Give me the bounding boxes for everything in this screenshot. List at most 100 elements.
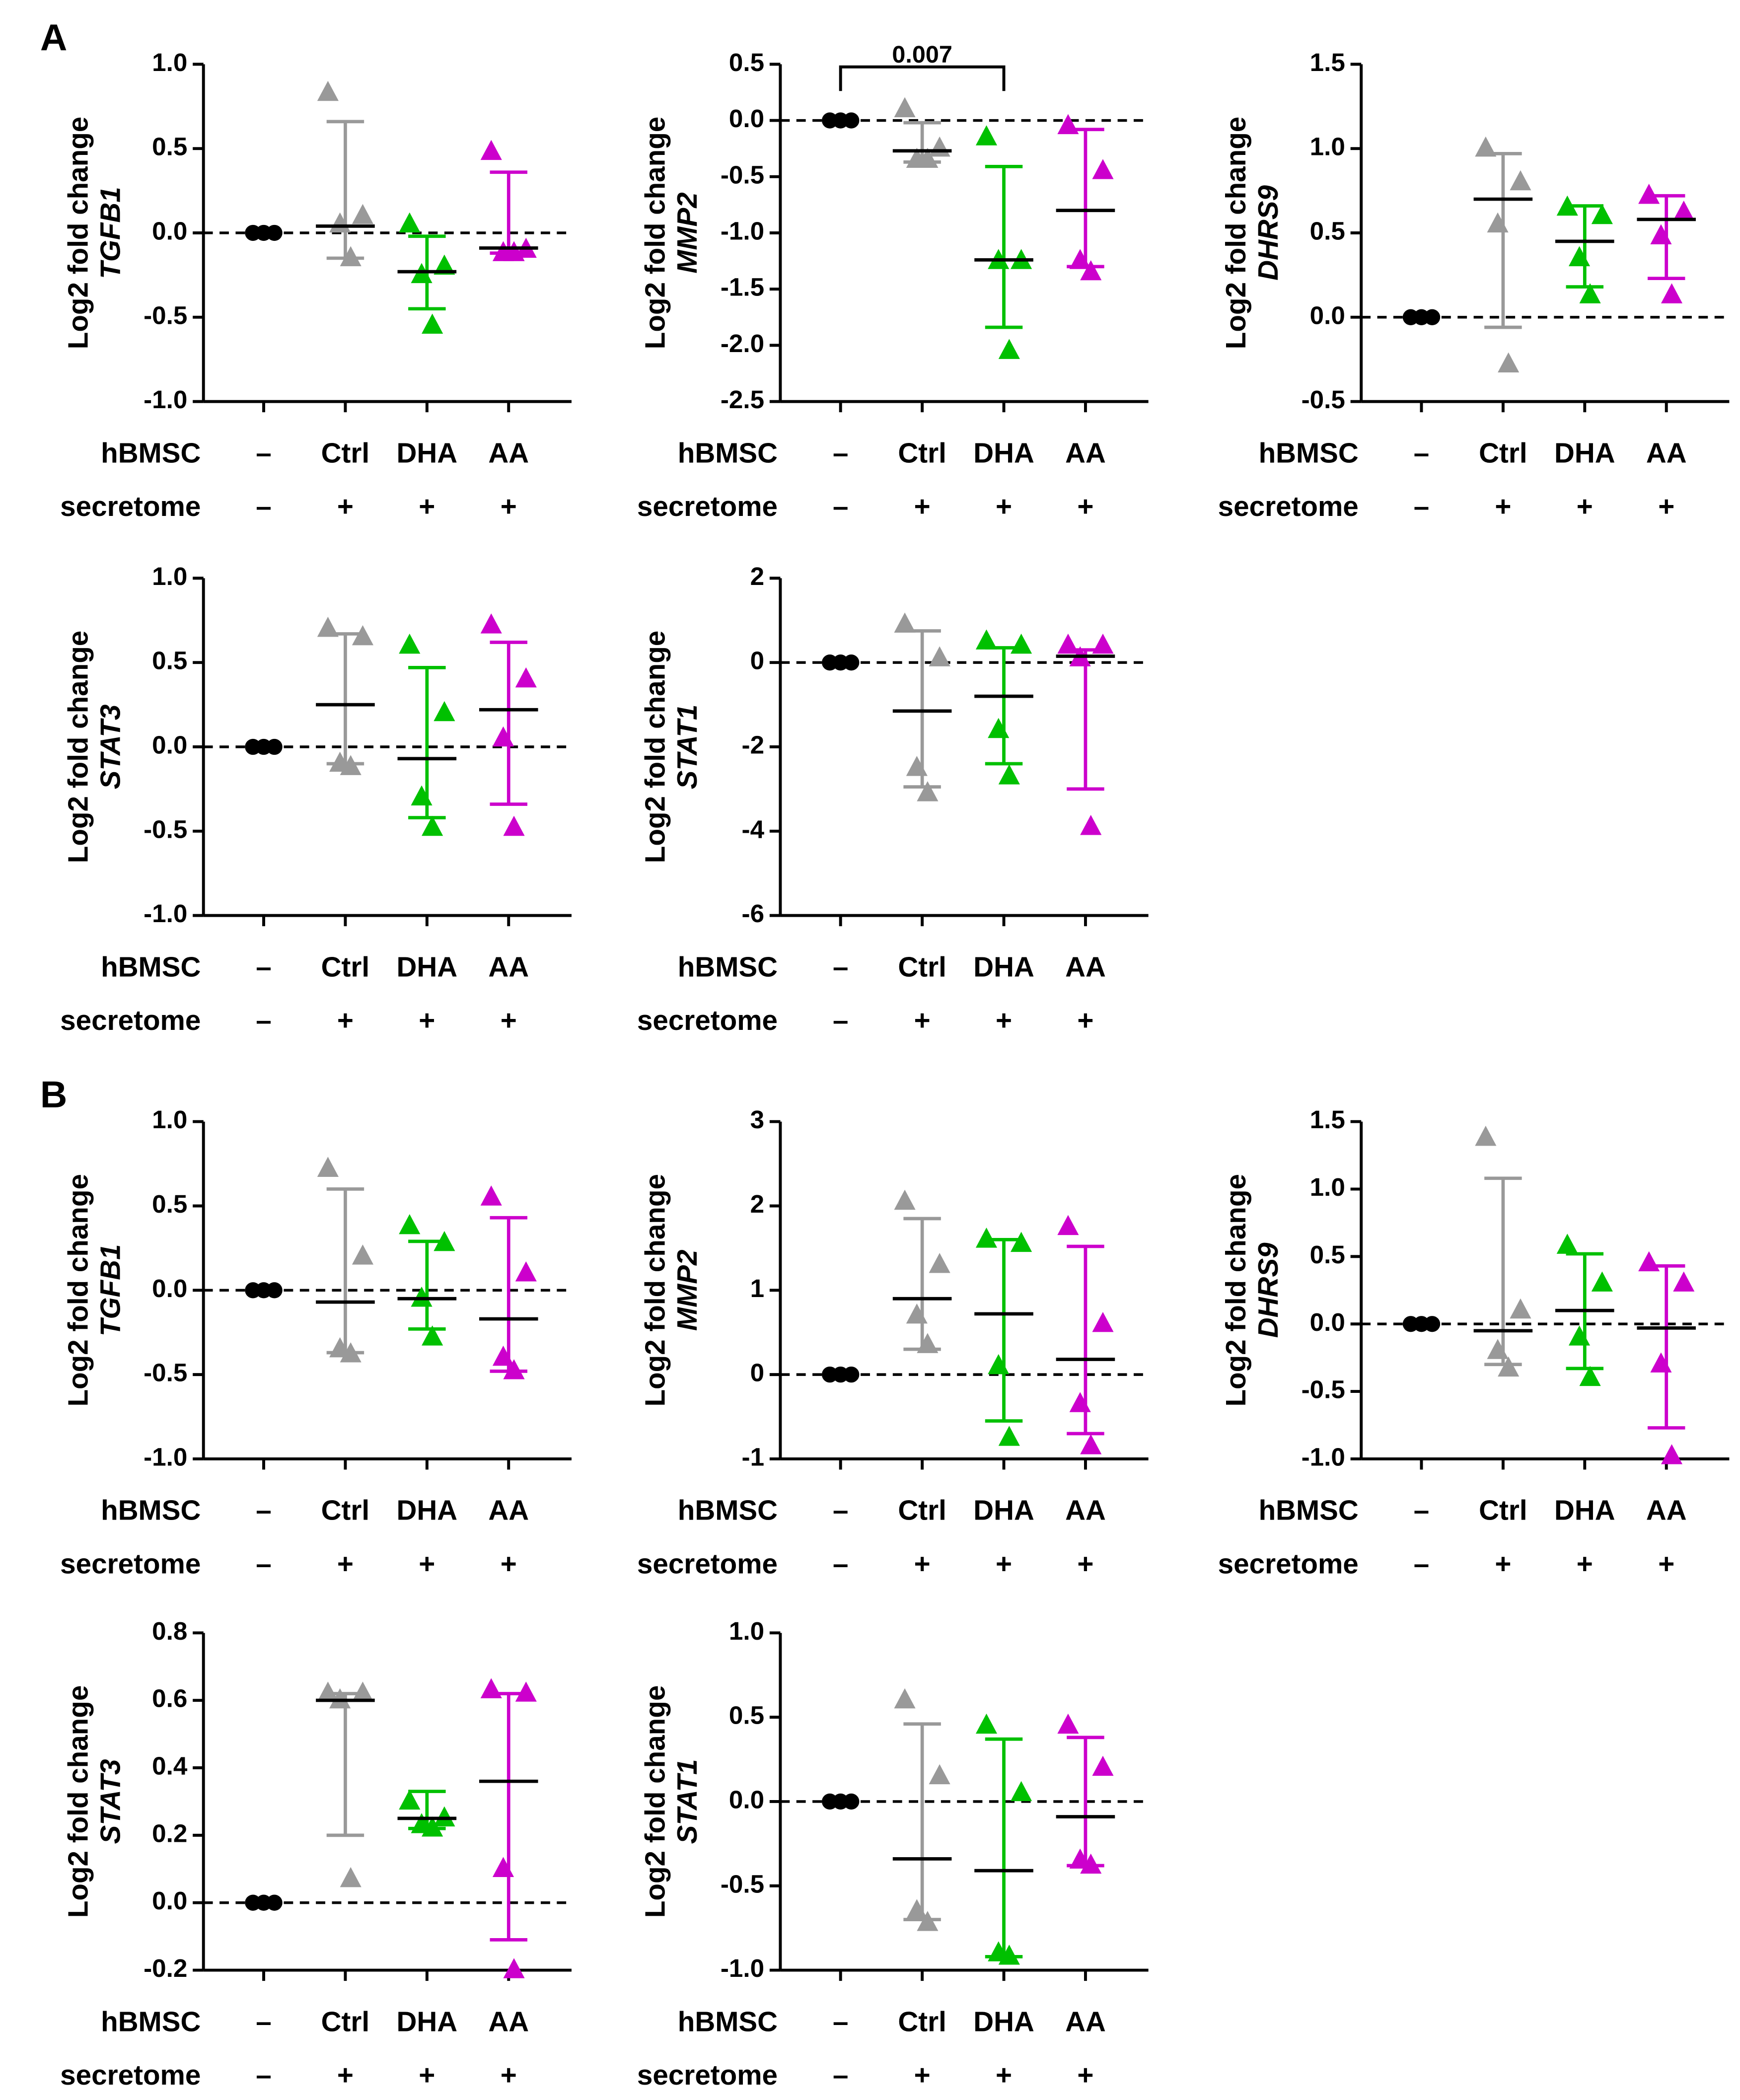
point [975, 1228, 998, 1248]
y-tick-label: -1.0 [144, 899, 187, 928]
x-row-value: + [501, 491, 517, 522]
point [906, 756, 928, 776]
x-row-value: AA [1065, 951, 1106, 982]
point [917, 781, 939, 801]
x-row-label: secretome [1218, 1548, 1359, 1580]
x-row-value: + [914, 1005, 931, 1036]
point [266, 1894, 283, 1911]
point [1092, 159, 1114, 179]
point [1568, 1325, 1591, 1346]
x-row-label: secretome [637, 1548, 778, 1580]
point [1579, 1366, 1601, 1386]
x-row-label: hBMSC [101, 437, 201, 468]
y-axis-label: Log2 fold change [1220, 117, 1251, 349]
point [503, 1958, 525, 1978]
point [352, 625, 374, 646]
x-row-value: AA [1646, 437, 1687, 468]
point [975, 1713, 998, 1734]
point [1650, 224, 1672, 244]
x-row-value: – [256, 2059, 271, 2091]
point [1057, 114, 1079, 135]
x-row-value: AA [1065, 1495, 1106, 1526]
x-row-value: – [1414, 491, 1429, 522]
point [503, 1359, 525, 1379]
y-tick-label: 0.0 [729, 104, 764, 133]
x-row-value: AA [488, 1495, 529, 1526]
point [1650, 1352, 1672, 1373]
point [266, 738, 283, 755]
point [929, 1764, 950, 1785]
x-row-value: Ctrl [898, 1495, 946, 1526]
x-row-value: DHA [973, 1495, 1034, 1526]
point [1057, 633, 1079, 654]
point [1092, 1311, 1114, 1332]
y-tick-label: 0 [750, 1359, 764, 1387]
y-tick-label: -2.5 [721, 385, 764, 414]
point [1080, 260, 1102, 281]
point [317, 617, 339, 637]
y-tick-label: -1.0 [144, 385, 187, 414]
y-tick-label: 0.5 [152, 647, 187, 675]
point [843, 1366, 860, 1383]
x-row-value: + [501, 1005, 517, 1036]
point [352, 1244, 374, 1265]
x-row-label: hBMSC [678, 951, 778, 982]
point [422, 815, 443, 836]
y-tick-label: 0.0 [1310, 301, 1345, 329]
y-axis-gene: DHRS9 [1252, 185, 1284, 281]
x-row-value: DHA [397, 951, 458, 982]
y-axis-label: Log2 fold change [63, 1174, 94, 1406]
y-tick-label: 0.0 [152, 217, 187, 245]
x-row-value: Ctrl [321, 1495, 369, 1526]
x-row-value: Ctrl [1479, 1495, 1527, 1526]
y-tick-label: -1 [742, 1443, 765, 1471]
point [340, 1342, 362, 1363]
y-tick-label: 0 [750, 647, 764, 675]
point [266, 224, 283, 241]
x-row-value: + [1658, 1548, 1674, 1580]
y-tick-label: -0.5 [1302, 385, 1345, 414]
point [1638, 1251, 1660, 1272]
y-tick-label: 0.0 [1310, 1308, 1345, 1336]
point [434, 701, 455, 722]
point [988, 1354, 1010, 1375]
x-row-value: + [1077, 1548, 1093, 1580]
x-row-label: hBMSC [1259, 1495, 1359, 1526]
y-tick-label: -2 [742, 731, 765, 759]
x-row-value: – [833, 1005, 848, 1036]
y-axis-gene: STAT1 [671, 705, 703, 790]
y-axis-gene: MMP2 [671, 192, 703, 274]
point [399, 633, 421, 654]
x-row-value: + [1495, 491, 1511, 522]
x-row-value: + [501, 1548, 517, 1580]
x-row-value: AA [488, 2006, 529, 2037]
x-row-value: – [256, 1005, 271, 1036]
point [411, 1287, 433, 1307]
x-row-value: AA [488, 437, 529, 468]
point [411, 785, 433, 806]
y-tick-label: 1.0 [1310, 133, 1345, 161]
point [503, 241, 525, 261]
x-row-label: secretome [637, 491, 778, 522]
y-tick-label: -0.5 [721, 1870, 764, 1898]
point [1661, 283, 1683, 303]
point [1424, 1316, 1441, 1332]
x-row-value: + [996, 1548, 1012, 1580]
y-axis-label: Log2 fold change [639, 117, 670, 349]
point [998, 1945, 1020, 1965]
point [917, 1911, 939, 1931]
y-tick-label: -0.5 [144, 1359, 187, 1387]
x-row-label: hBMSC [678, 1495, 778, 1526]
annotation: 0.007 [892, 41, 952, 68]
y-tick-label: -0.5 [721, 160, 764, 189]
x-row-value: – [833, 437, 848, 468]
point [1092, 1755, 1114, 1776]
y-tick-label: 1.0 [152, 48, 187, 76]
x-row-label: secretome [60, 1548, 201, 1580]
y-tick-label: 2 [750, 1190, 764, 1218]
point [340, 755, 362, 775]
point [515, 667, 537, 688]
x-row-value: Ctrl [321, 951, 369, 982]
x-row-value: – [1414, 1495, 1429, 1526]
x-row-value: AA [1646, 1495, 1687, 1526]
